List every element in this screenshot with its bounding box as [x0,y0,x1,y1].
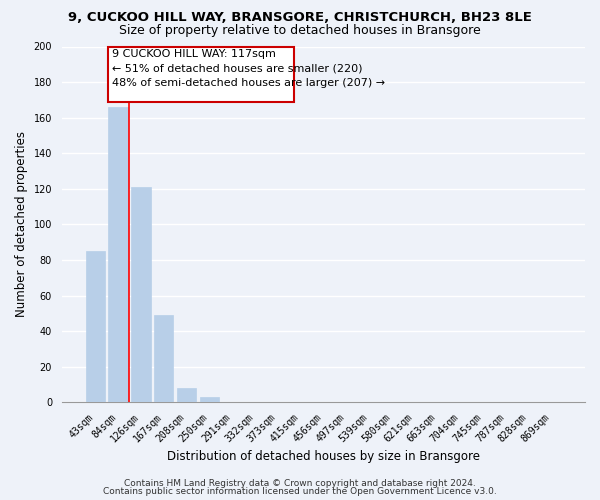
Text: 48% of semi-detached houses are larger (207) →: 48% of semi-detached houses are larger (… [112,78,385,88]
Text: 9, CUCKOO HILL WAY, BRANSGORE, CHRISTCHURCH, BH23 8LE: 9, CUCKOO HILL WAY, BRANSGORE, CHRISTCHU… [68,11,532,24]
Bar [86,251,105,402]
Text: Contains HM Land Registry data © Crown copyright and database right 2024.: Contains HM Land Registry data © Crown c… [124,478,476,488]
X-axis label: Distribution of detached houses by size in Bransgore: Distribution of detached houses by size … [167,450,480,462]
Bar [131,187,151,402]
Text: 9 CUCKOO HILL WAY: 117sqm: 9 CUCKOO HILL WAY: 117sqm [112,49,276,59]
Text: Size of property relative to detached houses in Bransgore: Size of property relative to detached ho… [119,24,481,37]
Bar [200,397,219,402]
Bar [109,107,128,402]
Text: Contains public sector information licensed under the Open Government Licence v3: Contains public sector information licen… [103,487,497,496]
Text: ← 51% of detached houses are smaller (220): ← 51% of detached houses are smaller (22… [112,64,363,74]
Y-axis label: Number of detached properties: Number of detached properties [15,132,28,318]
Bar [154,315,173,402]
Bar [177,388,196,402]
FancyBboxPatch shape [108,46,294,102]
